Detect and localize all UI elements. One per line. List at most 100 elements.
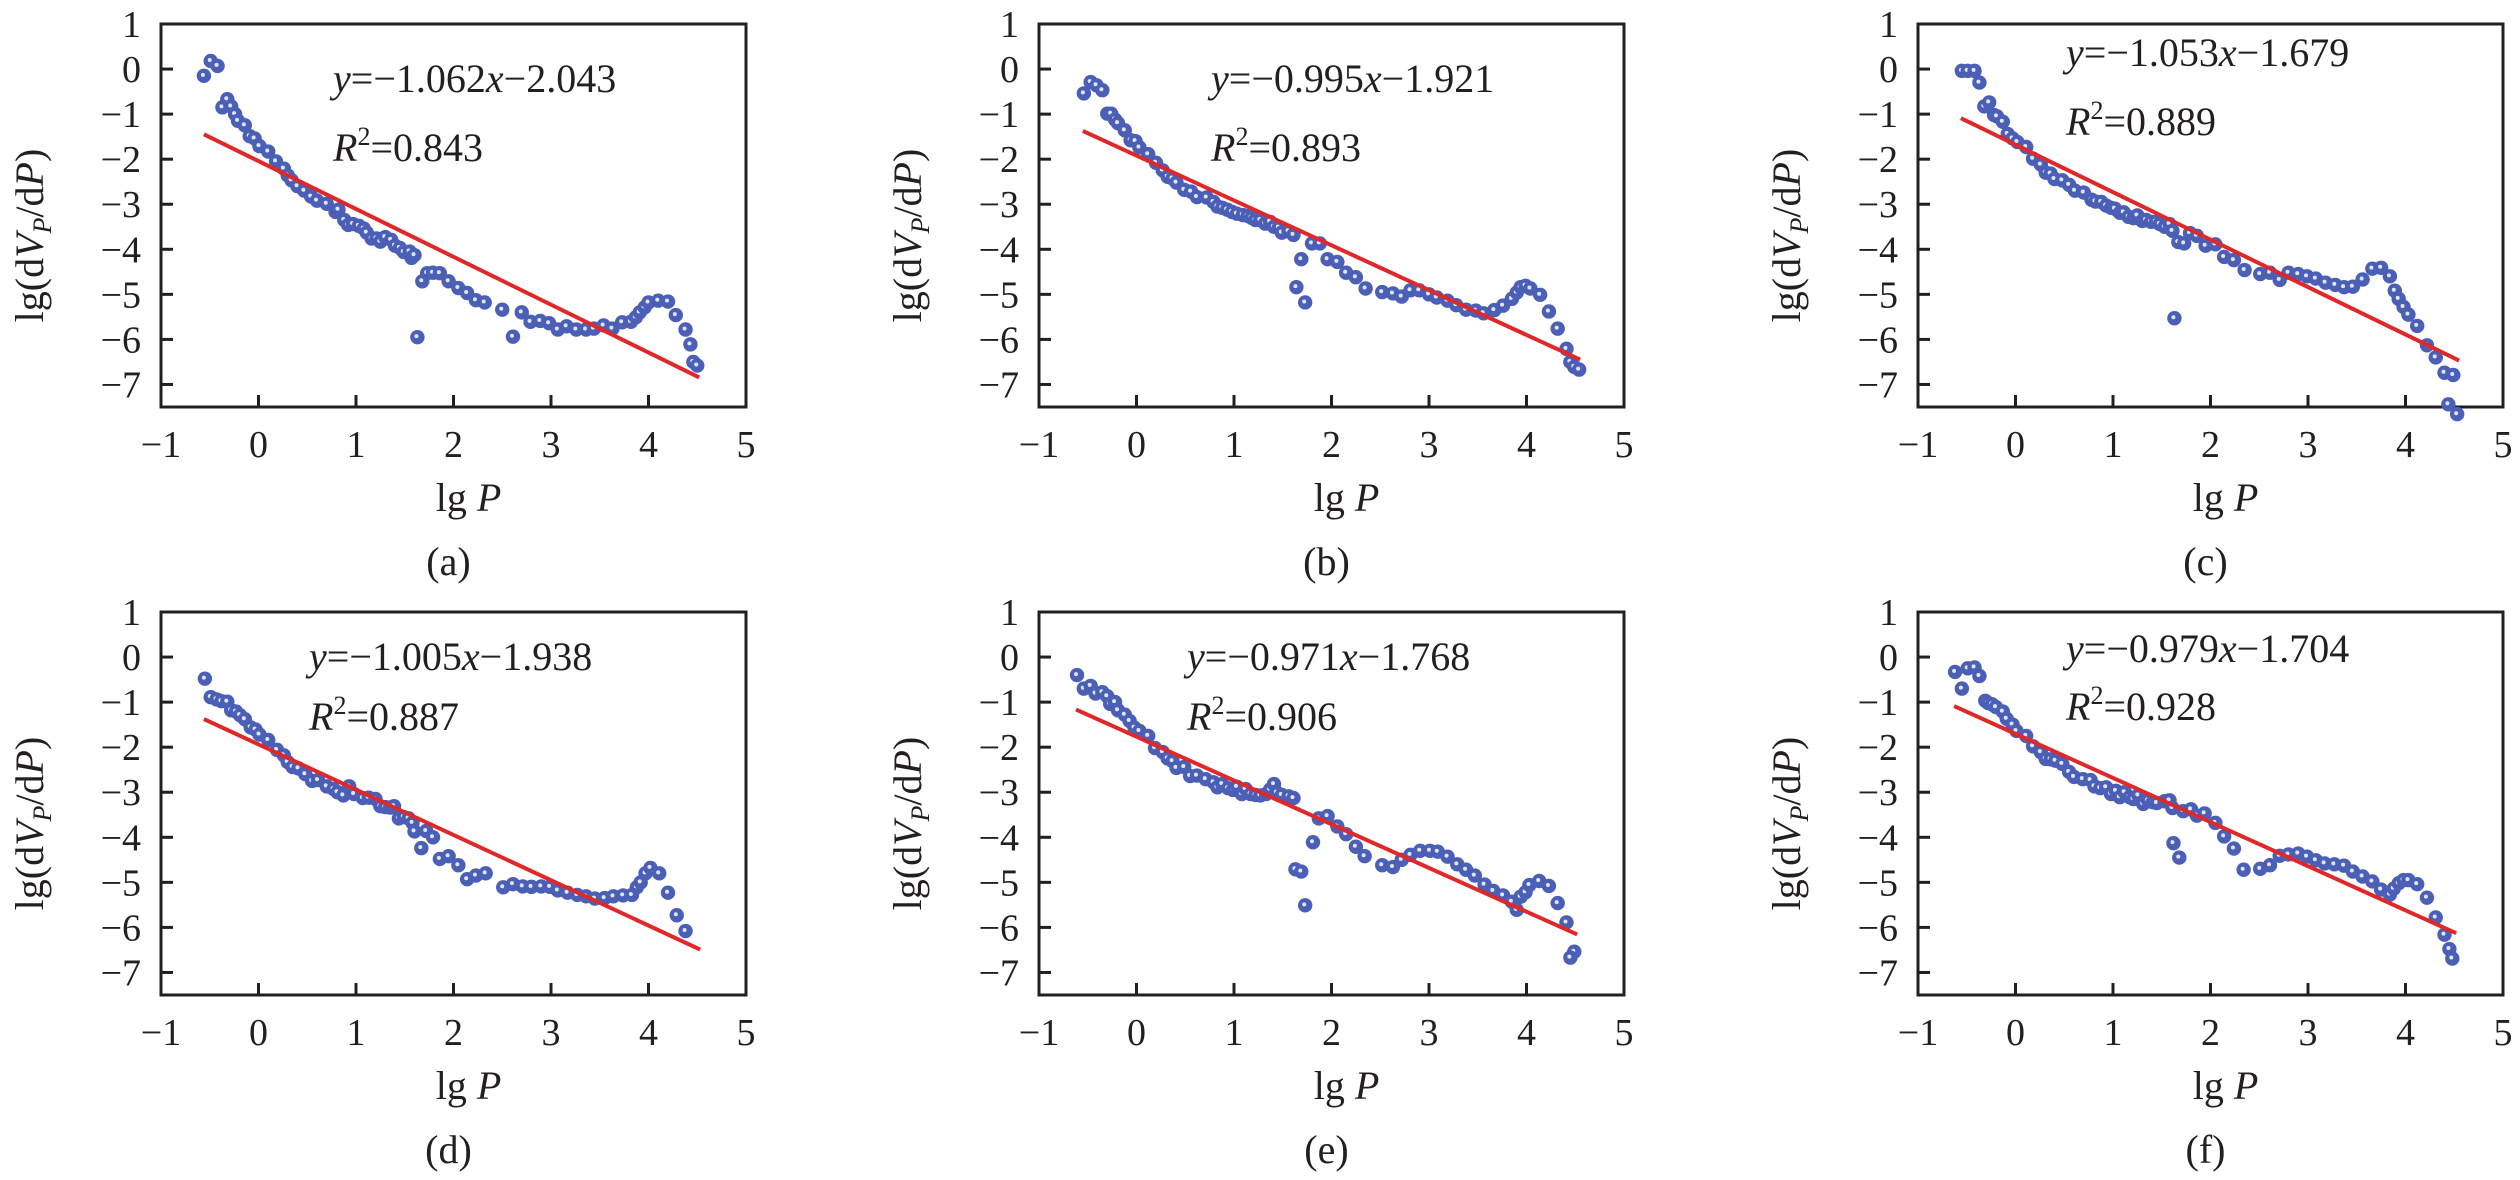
data-point-highlight <box>1203 194 1208 199</box>
data-point-highlight <box>1293 284 1298 289</box>
data-point-highlight <box>528 883 533 888</box>
regression-equation: y=−0.979x−1.704 <box>2062 626 2349 671</box>
data-point-highlight <box>2321 860 2326 865</box>
x-tick-label: 5 <box>1615 1012 1634 1054</box>
data-point-highlight <box>2230 257 2235 262</box>
data-point-highlight <box>2432 914 2437 919</box>
data-point-highlight <box>235 117 240 122</box>
y-axis-title: lg(dVP/dP) <box>885 737 935 911</box>
data-point-highlight <box>1526 882 1531 887</box>
data-point-highlight <box>1114 707 1119 712</box>
data-point-highlight <box>482 870 487 875</box>
data-point-highlight <box>1136 727 1141 732</box>
data-points <box>1069 667 1582 965</box>
data-point-highlight <box>2009 721 2014 726</box>
x-tick-label: 0 <box>249 1012 268 1054</box>
y-tick-label: −4 <box>1858 229 1898 271</box>
x-tick-label: 4 <box>1517 424 1536 466</box>
data-point-highlight <box>351 791 356 796</box>
data-point-highlight <box>1971 67 1976 72</box>
data-point-highlight <box>509 333 514 338</box>
x-axis-title: lg P <box>2193 1063 2259 1108</box>
data-point-highlight <box>1298 256 1303 261</box>
data-point-highlight <box>2221 253 2226 258</box>
data-point-highlight <box>2276 276 2281 281</box>
data-point-highlight <box>2071 187 2076 192</box>
data-point-highlight <box>554 326 559 331</box>
data-point-highlight <box>2295 271 2300 276</box>
data-point-highlight <box>1407 851 1412 856</box>
y-axis-title: lg(dVP/dP) <box>1764 149 1814 323</box>
data-point-highlight <box>2059 177 2064 182</box>
data-point-highlight <box>265 736 270 741</box>
x-tick-label: 1 <box>2104 1012 2123 1054</box>
data-point-highlight <box>294 183 299 188</box>
x-axis-title: lg P <box>436 1063 502 1108</box>
data-point-highlight <box>1481 881 1486 886</box>
data-point-highlight <box>2037 749 2042 754</box>
data-point-highlight <box>547 883 552 888</box>
data-point-highlight <box>2230 845 2235 850</box>
panel-label: (c) <box>2183 539 2227 584</box>
panel-a: 10−1−2−3−4−5−6−7−1 0 1 2 3 4 5lg Plg(dVP/dP)(a… <box>7 4 756 584</box>
data-point-highlight <box>1379 289 1384 294</box>
data-point-highlight <box>455 285 460 290</box>
data-point-highlight <box>1563 345 1568 350</box>
data-point-highlight <box>414 334 419 339</box>
data-point-highlight <box>1136 144 1141 149</box>
data-point-highlight <box>2240 866 2245 871</box>
y-tick-label: −6 <box>1858 907 1898 949</box>
data-point-highlight <box>1093 82 1098 87</box>
data-point-highlight <box>1181 764 1186 769</box>
y-tick-label: −5 <box>979 274 1019 316</box>
data-point-highlight <box>2221 833 2226 838</box>
data-point-highlight <box>546 320 551 325</box>
x-tick-label: 4 <box>2396 1012 2415 1054</box>
data-point-highlight <box>436 270 441 275</box>
data-point-highlight <box>2405 311 2410 316</box>
data-point-highlight <box>2087 777 2092 782</box>
data-point-highlight <box>314 777 319 782</box>
y-tick-label: 1 <box>1879 592 1898 634</box>
data-point-highlight <box>2359 873 2364 878</box>
data-point-highlight <box>2332 281 2337 286</box>
y-tick-label: −7 <box>1858 952 1898 994</box>
data-point-highlight <box>2312 857 2317 862</box>
data-point-highlight <box>2071 773 2075 778</box>
data-point-highlight <box>2202 242 2207 247</box>
data-point-highlight <box>323 200 328 205</box>
regression-equation: y=−0.971x−1.768 <box>1183 634 1470 679</box>
data-point-highlight <box>1121 127 1126 132</box>
data-point-highlight <box>628 891 633 896</box>
data-point-highlight <box>423 827 428 832</box>
r-squared: R2=0.928 <box>2065 681 2216 729</box>
data-point-highlight <box>1976 672 1981 677</box>
data-point-highlight <box>265 148 270 153</box>
data-point-highlight <box>472 297 477 302</box>
data-point-highlight <box>1087 682 1092 687</box>
data-point-highlight <box>1554 900 1559 905</box>
fit-line <box>1960 116 2461 363</box>
panel-label: (e) <box>1304 1127 1348 1172</box>
data-point-highlight <box>1993 113 1998 118</box>
data-point-highlight <box>687 341 692 346</box>
x-tick-label: 2 <box>1322 424 1341 466</box>
data-point-highlight <box>1407 287 1412 292</box>
x-tick-label: 4 <box>1517 1012 1536 1054</box>
data-point-highlight <box>610 893 615 898</box>
data-point-highlight <box>609 325 614 330</box>
data-point-highlight <box>2171 315 2176 320</box>
x-axis-title: lg P <box>1314 1063 1380 1108</box>
data-point-highlight <box>411 828 416 833</box>
x-tick-label: −1 <box>1898 424 1938 466</box>
data-point-highlight <box>673 912 678 917</box>
data-point-highlight <box>2349 868 2354 873</box>
data-point-highlight <box>2450 372 2455 377</box>
data-point-highlight <box>224 698 229 703</box>
data-point-highlight <box>214 62 219 67</box>
data-point-highlight <box>2441 369 2446 374</box>
y-axis-title: lg(dVP/dP) <box>7 737 57 911</box>
data-point-highlight <box>1434 848 1439 853</box>
panel-f: 10−1−2−3−4−5−6−7−1 0 1 2 3 4 5lg Plg(dVP/dP)(f… <box>1764 592 2513 1172</box>
